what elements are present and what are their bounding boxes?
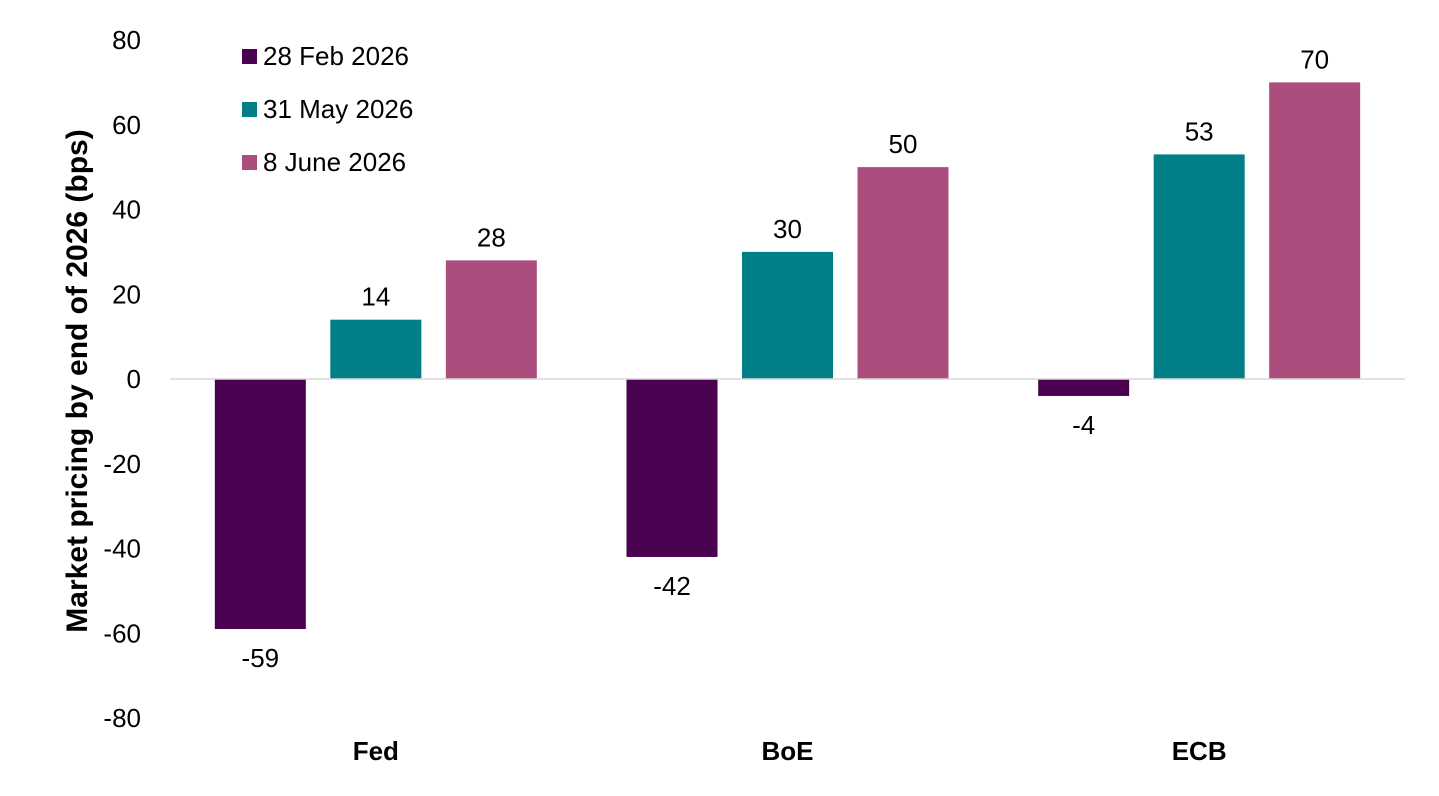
data-label: 53 [1185, 116, 1214, 146]
y-axis-title-group: Market pricing by end of 2026 (bps) [61, 129, 94, 632]
data-label: 70 [1300, 44, 1329, 74]
bar [1153, 154, 1245, 379]
legend-label: 28 Feb 2026 [263, 41, 409, 71]
data-labels: -59 14 28 -42 30 50 -4 53 70 [242, 44, 1330, 673]
data-label: 30 [773, 214, 802, 244]
legend-label: 31 May 2026 [263, 94, 413, 124]
data-label: -59 [242, 643, 280, 673]
category-label: ECB [1172, 736, 1227, 766]
y-tick-label: 20 [112, 279, 141, 309]
y-tick-label: -20 [103, 449, 141, 479]
legend-swatch [242, 102, 257, 117]
bar [445, 260, 537, 379]
y-tick-label: -80 [103, 703, 141, 733]
y-tick-label: 40 [112, 195, 141, 225]
data-label: -4 [1072, 410, 1095, 440]
category-labels: Fed BoE ECB [353, 736, 1227, 766]
bars [214, 82, 1361, 630]
legend: 28 Feb 2026 31 May 2026 8 June 2026 [242, 41, 413, 177]
y-tick-label: -40 [103, 534, 141, 564]
legend-label: 8 June 2026 [263, 147, 406, 177]
bar [1269, 82, 1361, 379]
data-label: -42 [653, 571, 691, 601]
y-axis-ticks: -80 -60 -40 -20 0 20 40 60 80 [103, 25, 141, 733]
y-tick-label: -60 [103, 618, 141, 648]
bar [626, 379, 718, 557]
y-tick-label: 0 [127, 364, 141, 394]
category-label: Fed [353, 736, 399, 766]
bar [1038, 379, 1130, 396]
bar [330, 319, 422, 379]
bar [742, 251, 833, 379]
y-tick-label: 80 [112, 25, 141, 55]
bar [214, 379, 306, 630]
category-label: BoE [762, 736, 814, 766]
y-tick-label: 60 [112, 110, 141, 140]
data-label: 28 [477, 222, 506, 252]
data-label: 14 [361, 282, 390, 312]
legend-swatch [242, 155, 257, 170]
legend-swatch [242, 49, 257, 64]
data-label: 50 [889, 129, 918, 159]
bar [857, 167, 949, 379]
y-axis-title: Market pricing by end of 2026 (bps) [61, 129, 94, 632]
